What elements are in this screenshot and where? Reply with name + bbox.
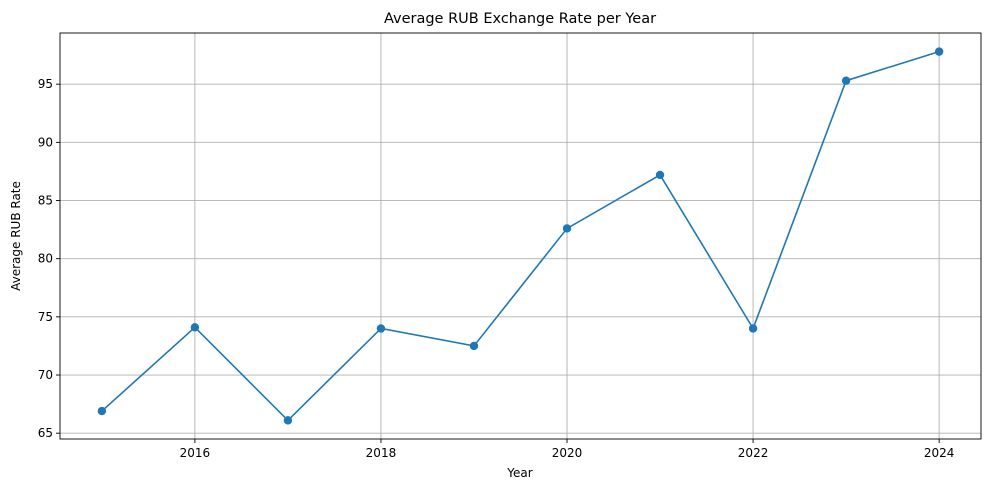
y-tick-label: 75 [38, 310, 53, 324]
plot-frame [59, 32, 982, 440]
x-tick-label: 2022 [738, 446, 769, 460]
x-tick-label: 2016 [180, 446, 211, 460]
data-point-2023 [841, 76, 851, 85]
grid [60, 33, 981, 439]
series-line-0 [101, 50, 940, 422]
y-axis-ticks: 65 70 75 80 85 90 95 [38, 77, 60, 440]
y-tick-label: 90 [38, 135, 53, 149]
x-tick-label: 2024 [924, 446, 955, 460]
y-tick-label: 70 [38, 368, 53, 382]
y-tick-label: 95 [38, 77, 53, 91]
y-tick-label: 65 [38, 426, 53, 440]
data-point-2022 [748, 324, 758, 333]
data-point-2016 [190, 323, 200, 332]
y-tick-label: 85 [38, 194, 53, 208]
series-group [97, 47, 944, 425]
data-point-2015 [97, 406, 107, 416]
y-axis-label: Average RUB Rate [9, 181, 23, 291]
data-point-2018 [376, 324, 386, 333]
data-point-2024 [934, 47, 944, 56]
data-point-2021 [655, 170, 665, 180]
x-axis-label: Year [506, 466, 532, 480]
data-point-2017 [283, 416, 293, 425]
data-point-2019 [469, 341, 479, 351]
chart-title: Average RUB Exchange Rate per Year [384, 11, 656, 27]
data-point-2020 [562, 224, 572, 233]
x-tick-label: 2018 [366, 446, 397, 460]
x-axis-ticks: 2016 2018 2020 2022 2024 [180, 439, 955, 460]
x-tick-label: 2020 [552, 446, 583, 460]
y-tick-label: 80 [38, 252, 53, 266]
